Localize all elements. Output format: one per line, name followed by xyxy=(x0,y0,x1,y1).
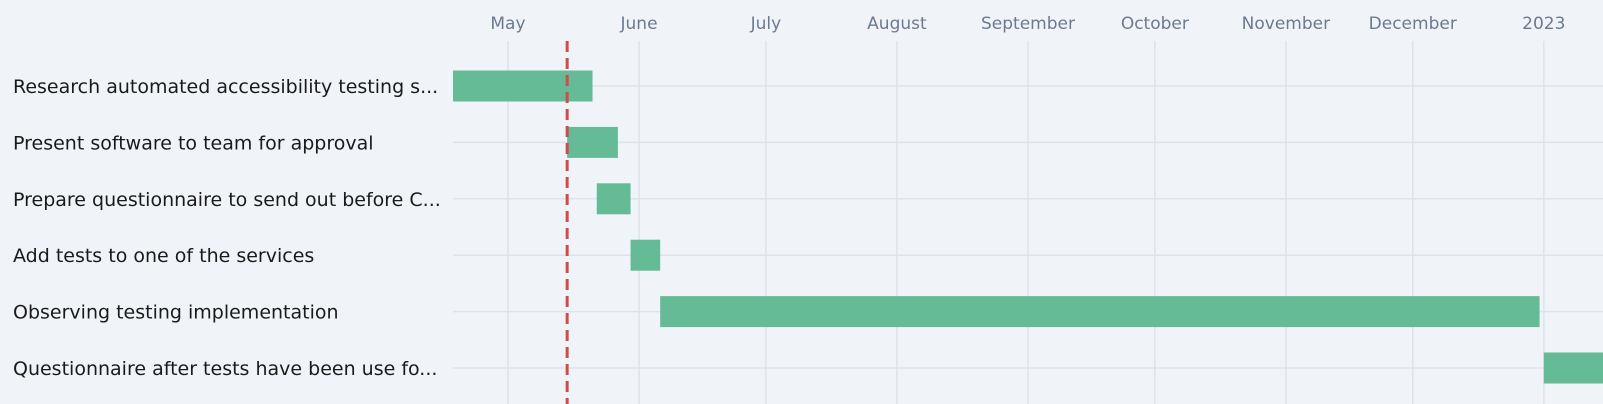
month-tick-label: October xyxy=(1121,14,1189,34)
task-bar[interactable] xyxy=(453,70,593,102)
grid-layer xyxy=(453,41,1603,404)
task-label: Present software to team for approval xyxy=(13,132,374,154)
task-bars xyxy=(453,70,1603,384)
task-bar[interactable] xyxy=(596,183,631,215)
month-axis: May June July August September October Novembe… xyxy=(490,14,1565,34)
task-bar[interactable] xyxy=(660,296,1540,328)
task-labels: Research automated accessibility testing… xyxy=(13,76,441,380)
task-label: Add tests to one of the services xyxy=(13,245,314,267)
task-label: Questionnaire after tests have been use … xyxy=(13,358,437,380)
month-tick-label: August xyxy=(867,14,927,34)
month-tick-label: November xyxy=(1242,14,1330,34)
task-label: Prepare questionnaire to send out before… xyxy=(13,189,441,211)
month-tick-label: May xyxy=(490,14,525,34)
task-bar[interactable] xyxy=(630,239,661,271)
month-tick-label: 2023 xyxy=(1522,14,1565,34)
task-label: Research automated accessibility testing… xyxy=(13,76,438,98)
month-tick-label: December xyxy=(1369,14,1457,34)
month-tick-label: July xyxy=(750,14,782,34)
task-bar[interactable] xyxy=(567,126,618,158)
month-tick-label: September xyxy=(981,14,1075,34)
task-label: Observing testing implementation xyxy=(13,302,339,324)
month-tick-label: June xyxy=(620,14,658,34)
task-bar[interactable] xyxy=(1543,352,1603,384)
